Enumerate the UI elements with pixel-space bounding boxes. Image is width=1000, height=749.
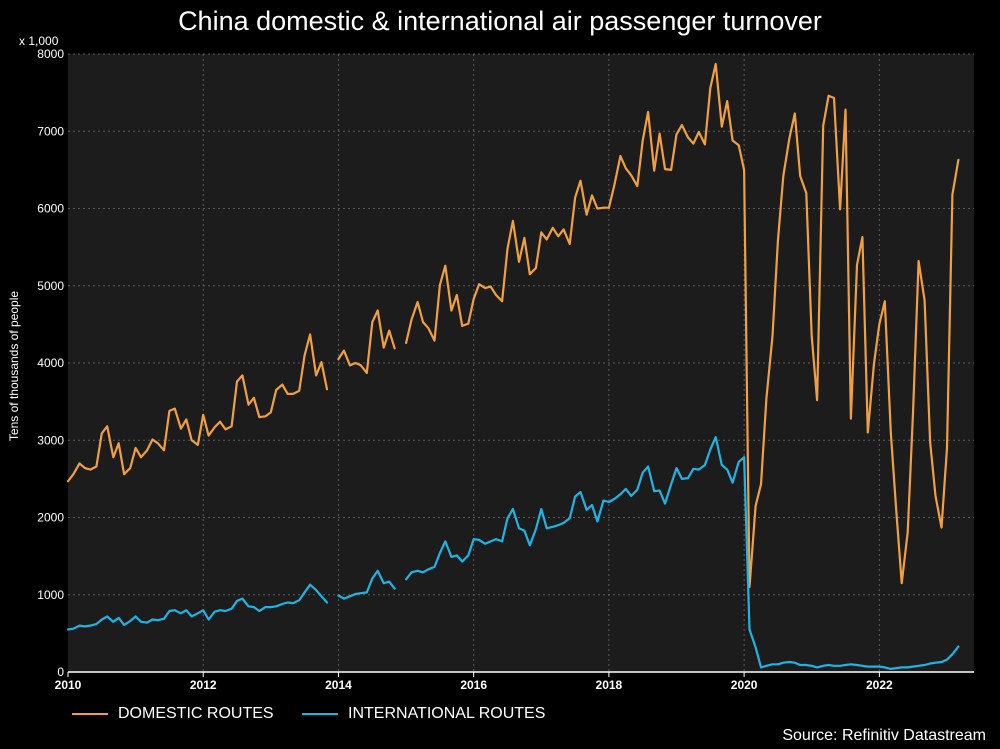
- x-tick-label: 2010: [55, 678, 82, 692]
- series-line-domestic: [66, 62, 960, 589]
- x-tick-label: 2016: [460, 678, 487, 692]
- legend-swatch-domestic: [72, 713, 108, 715]
- y-tick-label: 8000: [37, 47, 64, 61]
- y-tick-label: 2000: [37, 511, 64, 525]
- y-tick-label: 5000: [37, 279, 64, 293]
- x-tick-label: 2012: [190, 678, 217, 692]
- legend-label-domestic: DOMESTIC ROUTES: [118, 705, 274, 722]
- y-tick-label: 6000: [37, 202, 64, 216]
- y-tick-label: 7000: [37, 124, 64, 138]
- source-note: Source: Refinitiv Datastream: [782, 727, 986, 744]
- y-tick-label: 3000: [37, 433, 64, 447]
- y-axis-unit: x 1,000: [19, 34, 59, 48]
- y-tick-label: 0: [57, 665, 64, 679]
- chart-title: China domestic & international air passe…: [178, 6, 822, 36]
- x-tick-label: 2018: [596, 678, 623, 692]
- series-line-international: [66, 436, 960, 670]
- chart-legend: DOMESTIC ROUTES INTERNATIONAL ROUTES: [72, 702, 569, 723]
- line-chart: 0 1000 2000 3000 4000 5000 6000 7000 8000 2010 201…: [37, 47, 974, 692]
- legend-label-international: INTERNATIONAL ROUTES: [348, 705, 546, 722]
- legend-swatch-international: [302, 713, 339, 715]
- legend-item-international: INTERNATIONAL ROUTES: [302, 705, 545, 723]
- x-tick-label: 2020: [731, 678, 758, 692]
- y-tick-label: 4000: [37, 356, 64, 370]
- x-tick-label: 2022: [866, 678, 893, 692]
- x-tick-label: 2014: [325, 678, 352, 692]
- y-tick-label: 1000: [37, 588, 64, 602]
- legend-item-domestic: DOMESTIC ROUTES: [72, 705, 274, 723]
